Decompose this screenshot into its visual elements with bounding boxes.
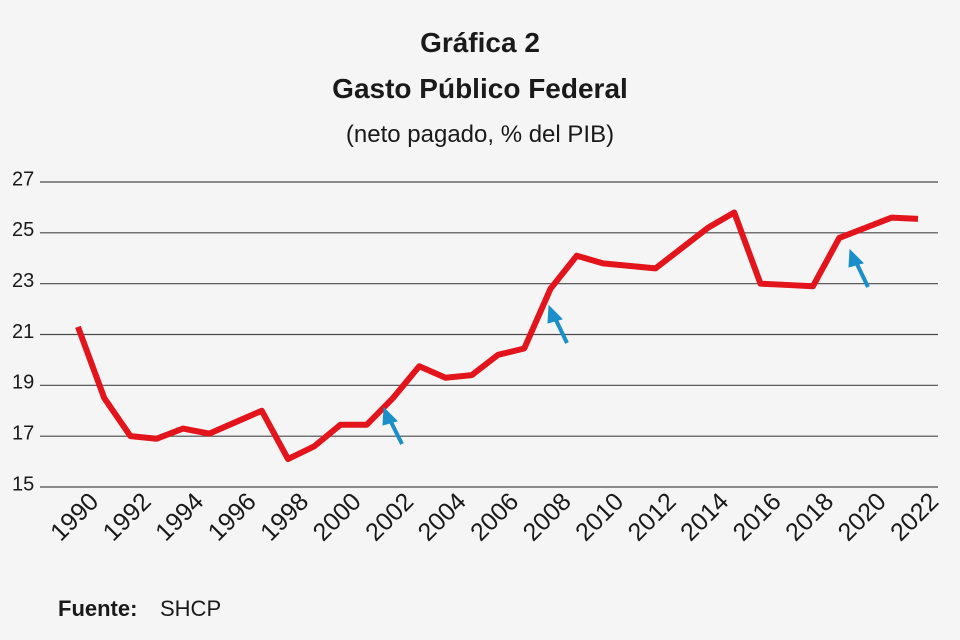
x-tick-label: 1990 [45,487,104,546]
y-tick-label: 21 [12,321,34,343]
x-tick-label: 2000 [308,487,367,546]
x-tick-label: 2006 [465,487,524,546]
x-tick-label: 2004 [413,487,472,546]
y-tick-label: 17 [12,422,34,444]
chart-subtitle: (neto pagado, % del PIB) [346,121,614,148]
x-tick-label: 2020 [833,487,892,546]
arrow-head [382,406,398,426]
x-tick-label: 1998 [255,487,314,546]
x-tick-label: 1996 [203,487,262,546]
arrow-head [547,304,563,324]
x-tick-label: 2010 [570,487,629,546]
source-label: Fuente: [58,596,137,621]
x-tick-label: 2014 [675,487,734,546]
chart-subtitle: Gasto Público Federal [332,73,628,104]
data-line [75,209,919,463]
y-tick-label: 27 [12,168,34,190]
y-tick-label: 15 [12,473,34,495]
annotations [382,248,870,445]
source: SHCP [160,596,221,621]
x-tick-label: 2022 [885,487,944,546]
x-tick-label: 2016 [728,487,787,546]
x-tick-label: 2012 [623,487,682,546]
arrow [388,419,404,445]
x-tick-label: 2008 [518,487,577,546]
arrow-head [848,248,864,268]
x-tick-label: 2018 [780,487,839,546]
chart-title: Gráfica 2 [420,27,540,58]
x-tick-label: 1992 [98,487,157,546]
y-tick-label: 23 [12,270,34,292]
y-tick-label: 19 [12,372,34,394]
x-tick-label: 2002 [360,487,419,546]
x-tick-label: 1994 [150,487,209,546]
y-tick-label: 25 [12,219,34,241]
arrow [553,317,569,344]
arrow [854,261,870,288]
